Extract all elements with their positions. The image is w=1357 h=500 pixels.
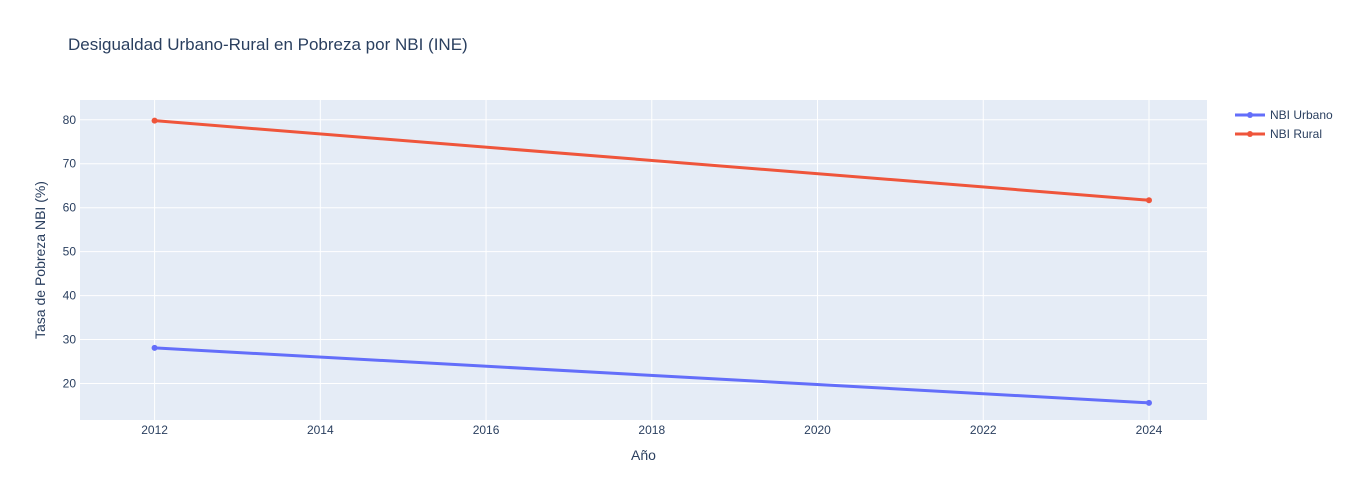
legend-swatch-marker [1247, 112, 1253, 118]
series-layer [151, 117, 1152, 406]
x-tick-label: 2024 [1136, 423, 1163, 437]
x-tick-label: 2020 [804, 423, 831, 437]
gridlines [80, 100, 1207, 420]
legend-label: NBI Rural [1270, 127, 1322, 141]
x-tick-label: 2014 [307, 423, 334, 437]
chart-title: Desigualdad Urbano-Rural en Pobreza por … [68, 35, 468, 54]
series-line-nbi-rural [154, 119, 1150, 202]
x-tick-label: 2012 [141, 423, 168, 437]
x-axis-title: Año [631, 447, 656, 463]
y-tick-label: 80 [63, 113, 77, 127]
y-tick-label: 20 [63, 377, 77, 391]
y-tick-label: 40 [63, 289, 77, 303]
data-point-nbi-rural[interactable] [1145, 197, 1152, 204]
series-line-nbi-urbano [154, 346, 1150, 405]
legend-item-nbi-rural[interactable]: NBI Rural [1235, 127, 1322, 141]
y-tick-label: 60 [63, 201, 77, 215]
x-tick-label: 2018 [638, 423, 665, 437]
data-point-nbi-urbano[interactable] [151, 344, 158, 351]
plot-area [80, 100, 1207, 420]
data-point-nbi-urbano[interactable] [1145, 399, 1152, 406]
y-axis-title: Tasa de Pobreza NBI (%) [32, 181, 48, 339]
y-tick-label: 30 [63, 333, 77, 347]
legend-item-nbi-urbano[interactable]: NBI Urbano [1235, 108, 1333, 122]
x-axis-ticks: 2012 2014 2016 2018 2020 2022 2024 [141, 423, 1162, 437]
legend[interactable]: NBI Urbano NBI Rural [1235, 108, 1333, 141]
x-tick-label: 2022 [970, 423, 997, 437]
legend-label: NBI Urbano [1270, 108, 1333, 122]
x-tick-label: 2016 [473, 423, 500, 437]
y-tick-label: 70 [63, 157, 77, 171]
data-point-nbi-rural[interactable] [151, 117, 158, 124]
y-axis-ticks: 20 30 40 50 60 70 80 [63, 113, 77, 391]
y-tick-label: 50 [63, 245, 77, 259]
legend-swatch-marker [1247, 131, 1253, 137]
